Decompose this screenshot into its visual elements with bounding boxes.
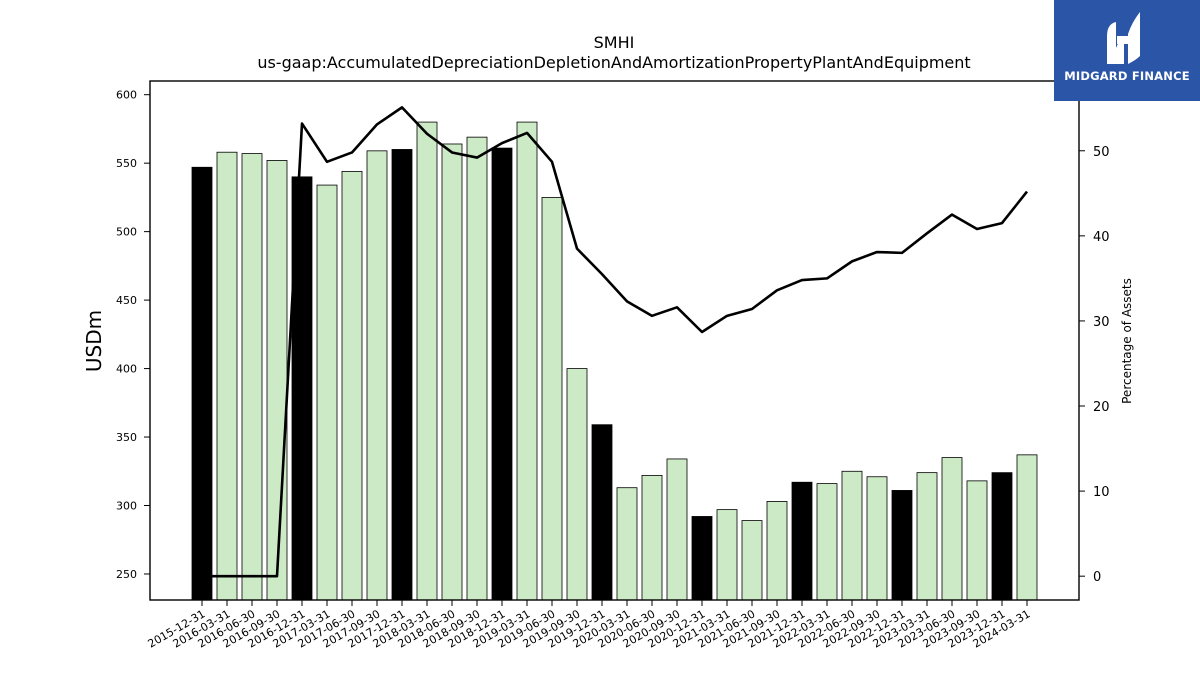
line-series bbox=[201, 106, 1029, 578]
y-tick-label: 600 bbox=[116, 89, 137, 102]
bar-2017-06-30 bbox=[341, 170, 363, 601]
y-tick-label: 250 bbox=[116, 568, 137, 581]
bar-2024-03-31 bbox=[1016, 454, 1038, 601]
y2-tick-label: 20 bbox=[1093, 400, 1110, 415]
y2-tick-label: 0 bbox=[1093, 570, 1101, 585]
bar-2020-06-30 bbox=[641, 474, 663, 601]
y2-tick-label: 40 bbox=[1093, 230, 1110, 245]
bar-2017-03-31 bbox=[316, 184, 338, 601]
logo-mark-icon bbox=[1107, 12, 1140, 64]
bar-2019-12-31 bbox=[591, 424, 613, 601]
bar-2020-12-31 bbox=[691, 516, 713, 601]
bar-series bbox=[191, 121, 1038, 601]
y2-axis-label: Percentage of Assets bbox=[1120, 278, 1134, 404]
bar-2021-12-31 bbox=[791, 481, 813, 601]
y2-tick-label: 10 bbox=[1093, 485, 1110, 500]
bar-2018-03-31 bbox=[416, 121, 438, 601]
plot-frame bbox=[149, 80, 1080, 601]
bar-2019-09-30 bbox=[566, 368, 588, 601]
bar-2015-12-31 bbox=[191, 166, 213, 601]
y-tick-label: 400 bbox=[116, 363, 137, 376]
line-percentage-of-assets bbox=[202, 106, 1029, 578]
bar-2021-03-31 bbox=[716, 509, 738, 601]
bar-2019-06-30 bbox=[541, 196, 563, 601]
bar-2016-09-30 bbox=[266, 160, 288, 601]
y-tick-label: 450 bbox=[116, 294, 137, 307]
bar-2016-06-30 bbox=[241, 153, 263, 601]
bar-2022-03-31 bbox=[816, 483, 838, 601]
bar-2018-06-30 bbox=[441, 143, 463, 601]
y-tick-label: 300 bbox=[116, 500, 137, 513]
chart-title: SMHI bbox=[594, 33, 635, 52]
bar-2023-03-31 bbox=[916, 472, 938, 601]
bar-2020-09-30 bbox=[666, 458, 688, 601]
bar-2023-12-31 bbox=[991, 472, 1013, 601]
bar-2018-12-31 bbox=[491, 147, 513, 601]
logo-text: MIDGARD FINANCE bbox=[1064, 69, 1190, 83]
y-axis-label: USDm bbox=[82, 310, 106, 372]
bar-2017-09-30 bbox=[366, 150, 388, 601]
bar-2016-03-31 bbox=[216, 151, 238, 601]
y2-tick-label: 50 bbox=[1093, 145, 1110, 160]
y2-tick-label: 30 bbox=[1093, 315, 1110, 330]
midgard-finance-logo: MIDGARD FINANCE bbox=[1054, 0, 1200, 101]
bar-2023-09-30 bbox=[966, 480, 988, 601]
bar-2018-09-30 bbox=[466, 136, 488, 601]
bar-2021-06-30 bbox=[741, 520, 763, 601]
bar-2022-12-31 bbox=[891, 490, 913, 601]
y-tick-label: 350 bbox=[116, 431, 137, 444]
y-tick-label: 500 bbox=[116, 226, 137, 239]
bar-2017-12-31 bbox=[391, 149, 413, 601]
y-tick-label: 550 bbox=[116, 157, 137, 170]
bar-2023-06-30 bbox=[941, 457, 963, 601]
bar-2022-06-30 bbox=[841, 470, 863, 601]
bar-2020-03-31 bbox=[616, 487, 638, 601]
bar-2021-09-30 bbox=[766, 501, 788, 601]
chart-subtitle: us-gaap:AccumulatedDepreciationDepletion… bbox=[257, 53, 970, 72]
bar-2022-09-30 bbox=[866, 476, 888, 601]
bar-2019-03-31 bbox=[516, 121, 538, 601]
